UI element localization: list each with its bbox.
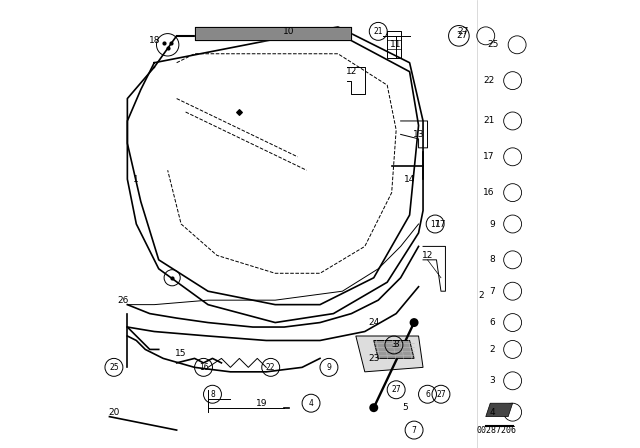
Text: 00287206: 00287206 (477, 426, 517, 435)
Text: 19: 19 (256, 399, 268, 408)
Text: 12: 12 (346, 67, 357, 76)
Text: 1: 1 (134, 175, 139, 184)
Text: 16: 16 (483, 188, 495, 197)
Text: 9: 9 (489, 220, 495, 228)
Text: 25: 25 (109, 363, 119, 372)
Text: 24: 24 (368, 318, 380, 327)
Text: 27: 27 (436, 390, 446, 399)
Text: 8: 8 (489, 255, 495, 264)
Polygon shape (486, 403, 513, 417)
Text: 2: 2 (479, 291, 484, 300)
Text: 21: 21 (374, 27, 383, 36)
Text: 25: 25 (488, 40, 499, 49)
Circle shape (369, 403, 378, 412)
Text: 7: 7 (489, 287, 495, 296)
Text: 27: 27 (391, 385, 401, 394)
Text: 6: 6 (489, 318, 495, 327)
Text: 10: 10 (283, 27, 294, 36)
Text: 2: 2 (489, 345, 495, 354)
Text: 12: 12 (422, 251, 433, 260)
Text: 21: 21 (483, 116, 495, 125)
Text: 3: 3 (392, 340, 396, 349)
Text: 17: 17 (435, 220, 447, 228)
Text: 26: 26 (117, 296, 129, 305)
Text: 18: 18 (148, 36, 160, 45)
Text: 5: 5 (403, 403, 408, 412)
Text: 22: 22 (483, 76, 495, 85)
Text: 17: 17 (430, 220, 440, 228)
Polygon shape (356, 336, 423, 372)
Text: 14: 14 (404, 175, 415, 184)
Text: 4: 4 (489, 408, 495, 417)
Text: 27: 27 (458, 27, 469, 36)
Text: 3: 3 (394, 340, 399, 349)
Text: 3: 3 (489, 376, 495, 385)
Circle shape (410, 318, 419, 327)
Text: 22: 22 (266, 363, 275, 372)
Text: 16: 16 (198, 363, 209, 372)
Text: 8: 8 (210, 390, 215, 399)
Text: 27: 27 (456, 31, 468, 40)
Text: 20: 20 (108, 408, 120, 417)
Text: 23: 23 (368, 354, 380, 363)
Text: 9: 9 (326, 363, 332, 372)
Text: 11: 11 (390, 40, 402, 49)
Text: 6: 6 (425, 390, 430, 399)
Text: 15: 15 (175, 349, 187, 358)
Text: 17: 17 (483, 152, 495, 161)
Text: 13: 13 (413, 130, 424, 139)
Polygon shape (374, 340, 414, 358)
Text: 4: 4 (308, 399, 314, 408)
Text: 7: 7 (412, 426, 417, 435)
